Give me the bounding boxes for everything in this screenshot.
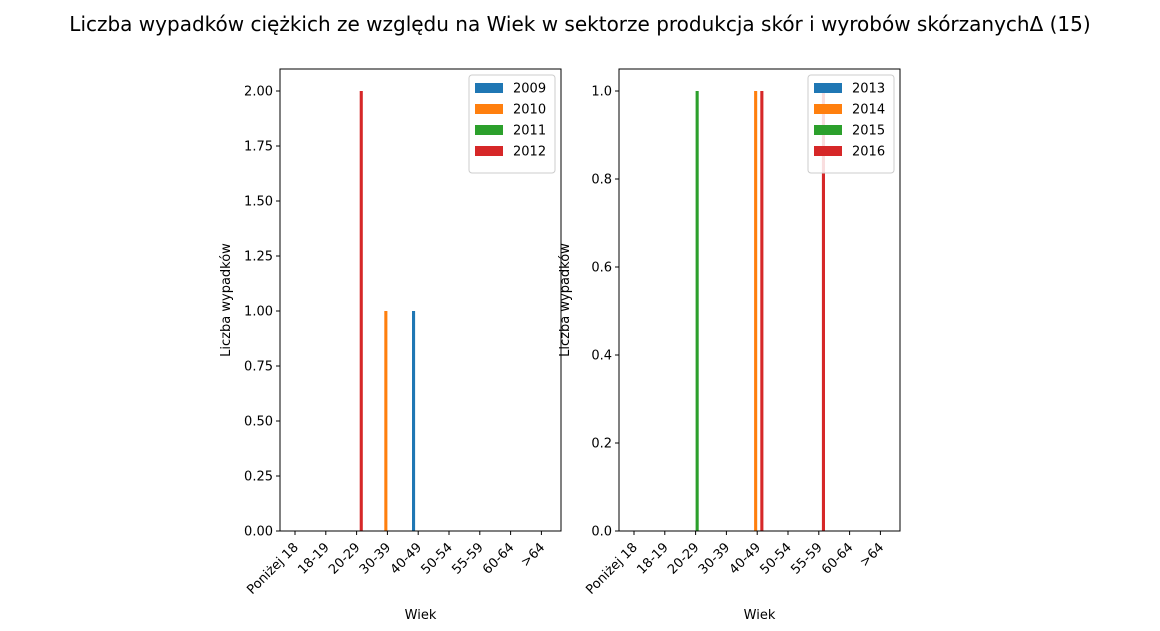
x-tick-label: 20-29 — [665, 540, 702, 577]
x-tick-label: Poniżej 18 — [244, 540, 301, 597]
legend-swatch-2015 — [814, 125, 842, 135]
y-axis-label: Liczba wypadków — [558, 243, 573, 357]
x-axis-label: Wiek — [744, 608, 776, 623]
y-tick-label: 0.8 — [591, 173, 612, 188]
legend-label: 2012 — [513, 145, 546, 160]
legend-swatch-2013 — [814, 83, 842, 93]
y-tick-label: 0.0 — [591, 525, 612, 540]
x-tick-label: 60-64 — [480, 540, 517, 577]
x-tick-label: 55-59 — [449, 540, 486, 577]
chart-panel-1: 0.00 0.25 0.50 0.75 1.00 1.25 1.50 1.75 2.00 Poni… — [219, 68, 562, 623]
y-tick-label: 1.25 — [244, 250, 273, 265]
bar-2016-40-49 — [760, 91, 764, 531]
y-tick-label: 0.75 — [244, 360, 273, 375]
y-tick-label: 2.00 — [244, 85, 273, 100]
legend-label: 2010 — [513, 103, 546, 118]
y-axis-label: Liczba wypadków — [219, 243, 234, 357]
x-tick-label: 60-64 — [819, 540, 856, 577]
x-tick-label: 40-49 — [727, 540, 764, 577]
x-axis-label: Wiek — [405, 608, 437, 623]
x-tick-label: 30-39 — [696, 540, 733, 577]
y-tick-label: 1.0 — [591, 85, 612, 100]
legend-swatch-2012 — [475, 146, 503, 156]
y-tick-label: 1.75 — [244, 140, 273, 155]
y-tick-label: 0.00 — [244, 525, 273, 540]
legend: 2009 2010 2011 2012 — [468, 74, 556, 174]
bar-2016-55-59 — [821, 91, 825, 531]
legend-swatch-2011 — [475, 125, 503, 135]
y-tick-label: 0.2 — [591, 437, 612, 452]
x-tick-label: Poniżej 18 — [583, 540, 640, 597]
x-tick-label: 40-49 — [388, 540, 425, 577]
figure-title: Liczba wypadków ciężkich ze względu na W… — [69, 12, 1091, 36]
legend-swatch-2009 — [475, 83, 503, 93]
chart-panel-2: 0.0 0.2 0.4 0.6 0.8 1.0 Poniżej 1818-1920-2930… — [558, 68, 901, 623]
y-tick-label: 0.50 — [244, 415, 273, 430]
x-tick-label: 18-19 — [634, 540, 671, 577]
legend-label: 2009 — [513, 82, 546, 97]
legend-swatch-2010 — [475, 104, 503, 114]
y-tick-label: 1.50 — [244, 195, 273, 210]
x-tick-label: 50-54 — [419, 540, 456, 577]
plot-frame — [279, 68, 562, 532]
legend-label: 2011 — [513, 124, 546, 139]
y-tick-label: 0.6 — [591, 261, 612, 276]
bar-2012-20-29 — [359, 91, 363, 531]
legend-label: 2014 — [852, 103, 885, 118]
y-tick-label: 1.00 — [244, 305, 273, 320]
x-tick-label: 18-19 — [295, 540, 332, 577]
y-tick-label: 0.4 — [591, 349, 612, 364]
legend-label: 2015 — [852, 124, 885, 139]
bar-2014-40-49 — [754, 91, 758, 531]
legend-swatch-2016 — [814, 146, 842, 156]
bar-2010-30-39 — [384, 311, 388, 531]
legend-swatch-2014 — [814, 104, 842, 114]
y-tick-label: 0.25 — [244, 470, 273, 485]
bar-2009-40-49 — [412, 311, 416, 531]
legend: 2013 2014 2015 2016 — [807, 74, 895, 174]
x-tick-label: 20-29 — [326, 540, 363, 577]
plot-frame — [618, 68, 901, 532]
x-tick-label: >64 — [857, 540, 887, 570]
x-tick-label: 55-59 — [788, 540, 825, 577]
x-tick-label: >64 — [518, 540, 548, 570]
bar-2015-20-29 — [695, 91, 699, 531]
legend-label: 2016 — [852, 145, 885, 160]
x-tick-label: 50-54 — [758, 540, 795, 577]
x-tick-label: 30-39 — [357, 540, 394, 577]
legend-label: 2013 — [852, 82, 885, 97]
